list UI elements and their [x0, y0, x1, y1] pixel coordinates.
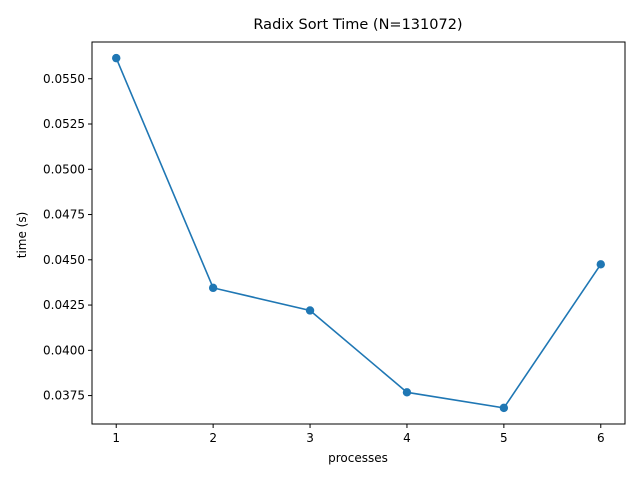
y-axis-ticks: 0.0375 0.0400 0.0425 0.0450 0.0475 0.0500 0.05…: [43, 72, 92, 403]
x-tick-label: 4: [403, 431, 411, 445]
data-point: [499, 403, 509, 413]
y-tick-label: 0.0375: [43, 389, 85, 403]
x-axis-label: processes: [328, 451, 388, 465]
y-tick-label: 0.0500: [43, 162, 85, 176]
data-point: [208, 283, 218, 293]
data-point: [305, 306, 315, 315]
y-tick-label: 0.0425: [43, 298, 85, 312]
x-tick-label: 1: [112, 431, 120, 445]
data-point: [596, 260, 605, 269]
series-layer: [112, 53, 605, 413]
series-line: [115, 57, 602, 409]
x-tick-label: 3: [306, 431, 314, 445]
plot-frame: [91, 41, 626, 425]
y-tick-label: 0.0525: [43, 117, 85, 131]
x-tick-label: 5: [500, 431, 508, 445]
y-tick-label: 0.0475: [43, 208, 85, 222]
data-point: [112, 53, 121, 63]
x-tick-label: 6: [597, 431, 605, 445]
y-tick-label: 0.0450: [43, 253, 85, 267]
y-tick-label: 0.0400: [43, 343, 85, 357]
plot-area: [91, 41, 626, 425]
y-axis-label: time (s): [15, 212, 29, 259]
x-tick-label: 2: [209, 431, 217, 445]
x-axis-ticks: 1 2 3 4 5 6: [112, 424, 605, 445]
y-tick-label: 0.0550: [43, 72, 85, 86]
data-point: [402, 388, 412, 397]
chart-title: Radix Sort Time (N=131072): [253, 17, 462, 33]
